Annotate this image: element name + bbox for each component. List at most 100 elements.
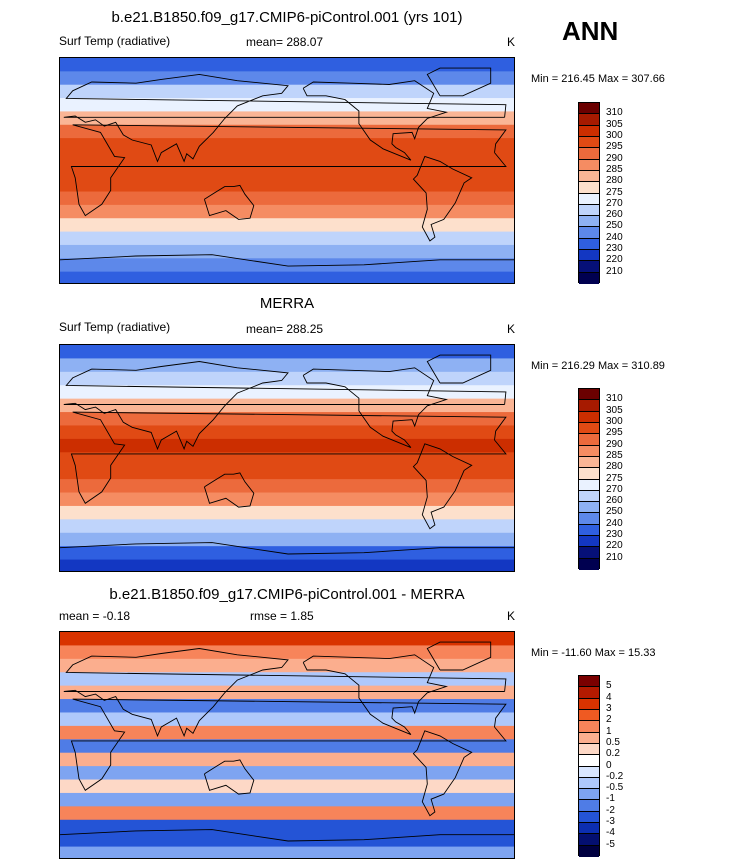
panel1-map [59, 57, 515, 284]
colorbar-tick-label: 290 [606, 152, 623, 164]
colorbar-tick-label: 305 [606, 118, 623, 130]
lat-band [60, 345, 514, 360]
colorbar-tick-label: 3 [606, 702, 612, 714]
lat-band [60, 191, 514, 206]
lat-band [60, 559, 514, 571]
lat-band [60, 425, 514, 440]
lat-band [60, 645, 514, 660]
colorbar-tick-label: 260 [606, 495, 623, 507]
panel3-mean: mean = -0.18 [59, 609, 131, 623]
lat-band [60, 505, 514, 520]
colorbar-box [579, 193, 599, 205]
colorbar-box [579, 400, 599, 412]
panel3-map-svg [60, 632, 514, 858]
lat-band [60, 204, 514, 219]
colorbar-box [579, 204, 599, 217]
lat-band [60, 739, 514, 754]
colorbar-tick-label: -0.5 [606, 782, 624, 794]
lat-band [60, 58, 514, 72]
panel1-variable: Surf Temp (radiative) [59, 34, 171, 48]
panel1-mean: mean= 288.07 [246, 35, 324, 49]
lat-band [60, 218, 514, 233]
lat-band [60, 438, 514, 453]
panel2-minmax: Min = 216.29 Max = 310.89 [531, 360, 665, 372]
lat-band [60, 178, 514, 193]
colorbar-box [579, 468, 599, 480]
colorbar-tick-label: 220 [606, 254, 623, 266]
lat-band [60, 699, 514, 714]
colorbar-tick-label: 300 [606, 129, 623, 141]
coastline [412, 155, 473, 242]
colorbar-tick-label: 220 [606, 540, 623, 552]
colorbar-tick-label: -5 [606, 838, 615, 850]
coastline [426, 354, 492, 384]
colorbar-box [579, 479, 599, 491]
colorbar-box [579, 558, 599, 570]
lat-band [60, 151, 514, 166]
lat-band [60, 846, 514, 858]
lat-band [60, 138, 514, 153]
colorbar-tick-label: 210 [606, 265, 623, 277]
colorbar-box [579, 732, 599, 744]
colorbar-box [579, 789, 599, 801]
lat-band [60, 492, 514, 507]
colorbar-tick-label: 1 [606, 725, 612, 737]
lat-band [60, 385, 514, 400]
colorbar-box [579, 755, 599, 767]
lat-band [60, 164, 514, 179]
panel3-minmax: Min = -11.60 Max = 15.33 [531, 647, 656, 659]
colorbar-tick-label: 310 [606, 393, 623, 405]
colorbar-box [579, 238, 599, 251]
lat-band [60, 779, 514, 794]
lat-band [60, 398, 514, 413]
coastline [203, 184, 255, 220]
colorbar-box [579, 743, 599, 756]
colorbar-box [579, 434, 599, 446]
season-label: ANN [562, 16, 619, 46]
panel3-colorbar [578, 675, 600, 857]
colorbar-box [579, 125, 599, 137]
panel2-mean: mean= 288.25 [246, 322, 324, 336]
lat-band [60, 412, 514, 427]
coastline [63, 361, 507, 451]
coastline [60, 829, 514, 842]
colorbar-tick-label: 270 [606, 483, 623, 495]
panel2-map-svg [60, 345, 514, 571]
panel1-map-svg [60, 58, 514, 283]
lat-band [60, 124, 514, 139]
panel3-units: K [507, 609, 516, 623]
lat-band [60, 479, 514, 494]
colorbar-box [579, 811, 599, 824]
coastline [302, 80, 449, 161]
panel2-title: MERRA [259, 295, 315, 312]
colorbar-tick-label: 230 [606, 529, 623, 541]
colorbar-box [579, 261, 599, 273]
panel3-rmse: rmse = 1.85 [250, 609, 314, 623]
colorbar-tick-label: 275 [606, 472, 623, 484]
colorbar-tick-label: 260 [606, 209, 623, 221]
colorbar-box [579, 676, 599, 688]
colorbar-tick-label: 275 [606, 186, 623, 198]
colorbar-tick-label: -4 [606, 827, 615, 839]
colorbar-box [579, 513, 599, 525]
lat-band [60, 271, 514, 283]
lat-band [60, 725, 514, 740]
colorbar-box [579, 524, 599, 537]
colorbar-box [579, 216, 599, 228]
lat-band [60, 452, 514, 467]
colorbar-tick-label: 285 [606, 163, 623, 175]
colorbar-box [579, 502, 599, 514]
lat-band [60, 465, 514, 480]
lat-band [60, 806, 514, 821]
panel2-units: K [507, 322, 516, 336]
panel1-colorbar [578, 102, 600, 284]
colorbar-box [579, 227, 599, 239]
panel2-colorbar [578, 388, 600, 570]
colorbar-box [579, 456, 599, 469]
colorbar-tick-label: 305 [606, 404, 623, 416]
colorbar-tick-label: 0 [606, 759, 612, 771]
colorbar-tick-label: -2 [606, 804, 615, 816]
colorbar-box [579, 845, 599, 857]
colorbar-box [579, 721, 599, 733]
lat-band [60, 371, 514, 386]
